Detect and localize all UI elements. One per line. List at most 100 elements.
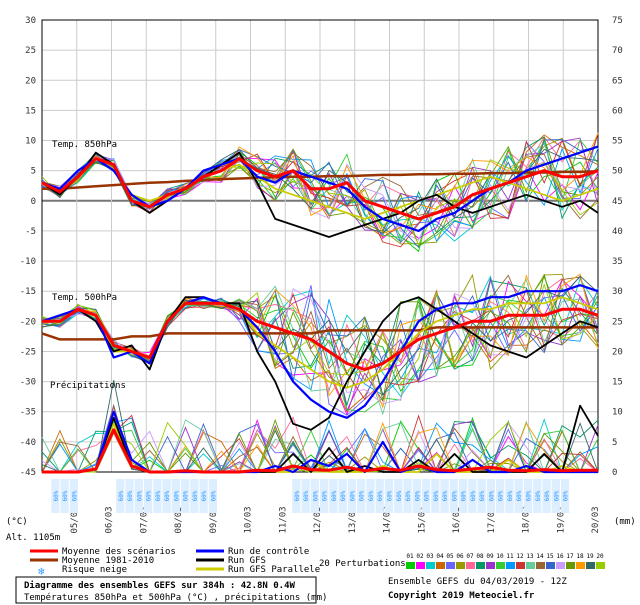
snow-risk-percent: 60% <box>53 490 60 501</box>
snow-risk-cell <box>496 479 505 513</box>
snow-risk-percent: 60% <box>368 490 375 501</box>
legend-gfs: Run GFS <box>228 556 266 566</box>
perturbation-20-t500 <box>41 283 599 386</box>
snow-risk-percent: 60% <box>127 490 134 501</box>
perturbation-12-precip <box>42 414 599 473</box>
perturb-number: 07 <box>466 553 474 560</box>
right-tick-label: 30 <box>612 287 623 297</box>
snow-risk-row: 60% 60% 60% 60% 60% 60% 60% 60% 60% 60% 60% 60% 60% 6… <box>51 479 570 513</box>
perturb-number: 15 <box>546 553 554 560</box>
perturbation-15-t850 <box>41 139 599 249</box>
snow-risk-cell <box>459 479 468 513</box>
snow-risk-percent: 60% <box>331 490 338 501</box>
snow-risk-percent: 60% <box>488 490 495 501</box>
perturbation-6-precip <box>41 431 598 473</box>
perturb-number: 13 <box>526 553 534 560</box>
right-tick-label: 35 <box>612 257 623 267</box>
snow-risk-percent: 60% <box>461 490 468 501</box>
copyright: Copyright 2019 Meteociel.fr <box>388 590 535 601</box>
snow-risk-cell <box>505 479 514 513</box>
snow-risk-cell <box>162 479 171 513</box>
snow-risk-cell <box>69 479 79 513</box>
snow-risk-percent: 60% <box>451 490 458 501</box>
snow-risk-cell <box>560 479 570 513</box>
right-tick-label: 0 <box>612 468 617 478</box>
snow-risk-percent: 60% <box>563 490 570 501</box>
date-label: 08/03 <box>174 506 184 533</box>
right-tick-label: 55 <box>612 137 623 147</box>
snow-risk-cell <box>292 479 301 513</box>
snow-risk-cell <box>199 479 208 513</box>
legend-snow: Risque neige <box>62 565 127 575</box>
perturb-swatch <box>486 562 495 569</box>
perturbation-20-precip <box>42 421 598 474</box>
climo-series_t500-line <box>41 326 598 341</box>
date-label: 09/03 <box>209 506 219 533</box>
snow-risk-percent: 60% <box>535 490 542 501</box>
t850-panel-label: Temp. 850hPa <box>52 140 117 150</box>
left-tick-label: 0 <box>31 197 36 207</box>
snow-risk-cell <box>449 479 458 513</box>
snow-risk-percent: 60% <box>136 490 143 501</box>
legend: Moyenne des scénarios Moyenne 1981-2010 … <box>30 546 605 578</box>
snow-risk-percent: 60% <box>507 490 514 501</box>
perturb-swatch <box>586 562 595 569</box>
snow-risk-cell <box>468 479 477 513</box>
perturb-number: 16 <box>556 553 564 560</box>
snow-risk-percent: 60% <box>294 490 301 501</box>
right-tick-label: 50 <box>612 167 623 177</box>
left-tick-label: 25 <box>25 46 36 56</box>
perturb-number: 03 <box>426 553 434 560</box>
right-tick-label: 65 <box>612 76 623 86</box>
snow-risk-percent: 60% <box>516 490 523 501</box>
perturb-swatch <box>466 562 475 569</box>
snow-risk-cell <box>51 479 60 513</box>
snow-risk-percent: 60% <box>303 490 310 501</box>
right-tick-label: 70 <box>612 46 623 56</box>
perturb-number: 14 <box>536 553 544 560</box>
snow-risk-cell <box>514 479 523 513</box>
date-label: 07/03 <box>139 506 149 533</box>
perturb-swatch <box>536 562 545 569</box>
snow-risk-percent: 60% <box>62 490 69 501</box>
perturbation-19-t500 <box>41 275 599 396</box>
snow-risk-cell <box>60 479 69 513</box>
snow-risk-cell <box>208 479 218 513</box>
snow-risk-percent: 60% <box>359 490 366 501</box>
snow-risk-percent: 60% <box>405 490 412 501</box>
date-label: 11/03 <box>278 506 288 533</box>
perturb-number: 06 <box>456 553 464 560</box>
left-tick-label: -40 <box>20 438 36 448</box>
legend-perturbations: 20 Perturbations <box>319 559 406 569</box>
snow-risk-percent: 60% <box>192 490 199 501</box>
right-tick-label: 45 <box>612 197 623 207</box>
perturb-number: 12 <box>516 553 524 560</box>
snow-risk-percent: 60% <box>470 490 477 501</box>
snow-risk-percent: 60% <box>544 490 551 501</box>
right-tick-label: 75 <box>612 16 623 26</box>
perturb-swatch <box>526 562 535 569</box>
snow-risk-percent: 60% <box>183 490 190 501</box>
perturb-swatch <box>426 562 435 569</box>
snow-risk-cell <box>116 479 125 513</box>
mean-series_t850-line <box>41 157 599 221</box>
left-tick-label: 5 <box>31 167 36 177</box>
date-label: 16/03 <box>452 506 462 533</box>
snow-risk-percent: 60% <box>396 490 403 501</box>
right-tick-label: 15 <box>612 378 623 388</box>
snow-risk-percent: 60% <box>146 490 153 501</box>
perturb-swatch <box>596 562 605 569</box>
panel-labels: Temp. 850hPa Temp. 500hPa Précipitations… <box>6 140 636 543</box>
snow-risk-cell <box>301 479 310 513</box>
footer: Diagramme des ensembles GEFS sur 384h : … <box>15 576 567 604</box>
left-tick-label: 20 <box>25 76 36 86</box>
perturb-swatch <box>576 562 585 569</box>
perturb-number: 04 <box>436 553 444 560</box>
perturb-number: 08 <box>476 553 484 560</box>
date-label: 17/03 <box>487 506 497 533</box>
snow-risk-cell <box>477 479 486 513</box>
left-tick-label: -5 <box>25 227 36 237</box>
precip-panel-label: Précipitations <box>50 380 126 391</box>
